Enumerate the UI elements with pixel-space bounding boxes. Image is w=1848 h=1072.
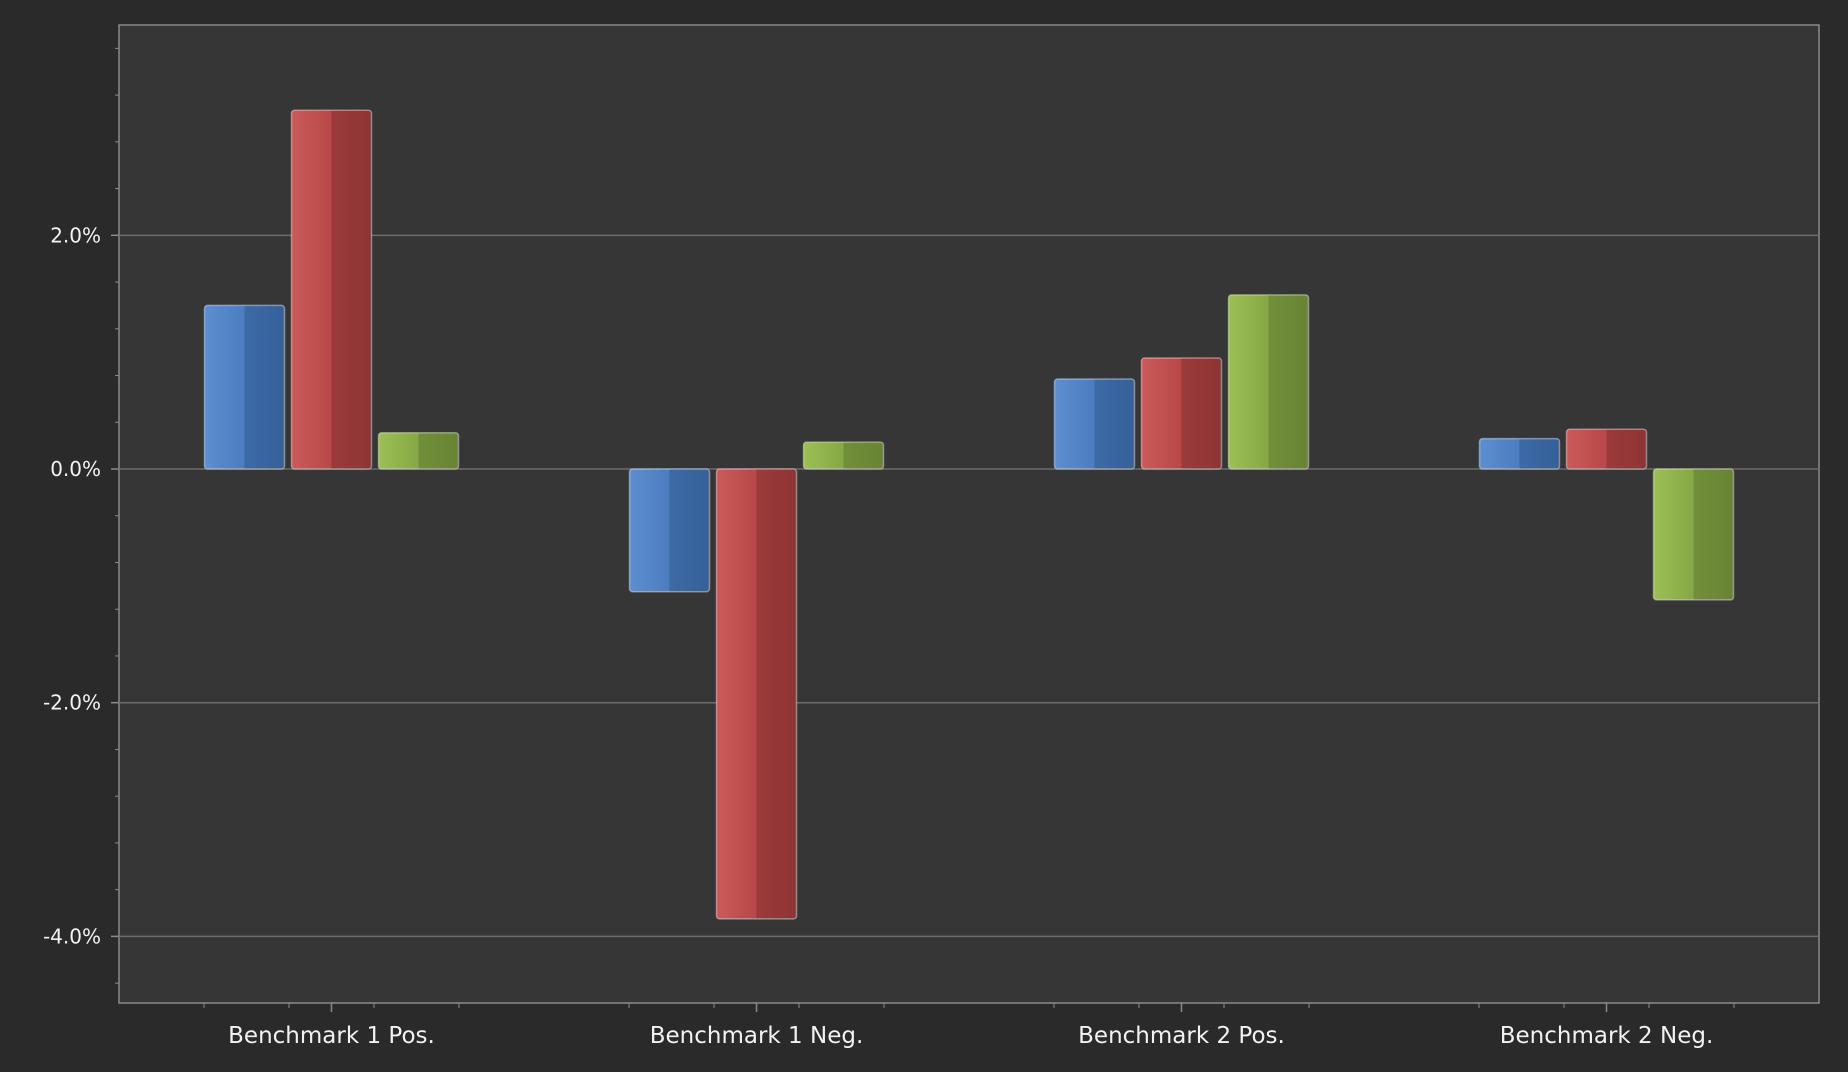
bar-series2-2 — [715, 468, 798, 920]
bars — [203, 109, 1735, 920]
bar-series3-3 — [1227, 294, 1310, 470]
bar-series1-2 — [628, 468, 711, 593]
x-tick-label: Benchmark 1 Neg. — [650, 1023, 864, 1049]
bar-series2-3 — [1140, 357, 1223, 470]
bar-series1-4 — [1478, 437, 1561, 470]
y-tick-label: 0.0% — [50, 457, 101, 481]
bar-series3-2 — [802, 441, 885, 470]
x-axis-labels: Benchmark 1 Pos. Benchmark 1 Neg. Benchmar… — [228, 1023, 1713, 1049]
y-tick-label: -4.0% — [43, 924, 101, 948]
bar-series3-4 — [1652, 468, 1735, 601]
x-tick-label: Benchmark 2 Pos. — [1078, 1023, 1285, 1049]
y-tick-label: -2.0% — [43, 691, 101, 715]
plot-area — [118, 24, 1820, 1004]
x-tick-label: Benchmark 1 Pos. — [228, 1023, 435, 1049]
bar-series2-4 — [1565, 428, 1648, 470]
minor-ticks — [111, 47, 1735, 1012]
bar-series1-1 — [203, 304, 286, 470]
bar-series3-1 — [377, 432, 460, 470]
y-axis-labels: 2.0% 0.0% -2.0% -4.0% — [43, 223, 101, 948]
x-tick-label: Benchmark 2 Neg. — [1500, 1023, 1714, 1049]
bar-series2-1 — [290, 109, 373, 470]
bar-series1-3 — [1053, 378, 1136, 470]
y-tick-label: 2.0% — [50, 223, 101, 247]
